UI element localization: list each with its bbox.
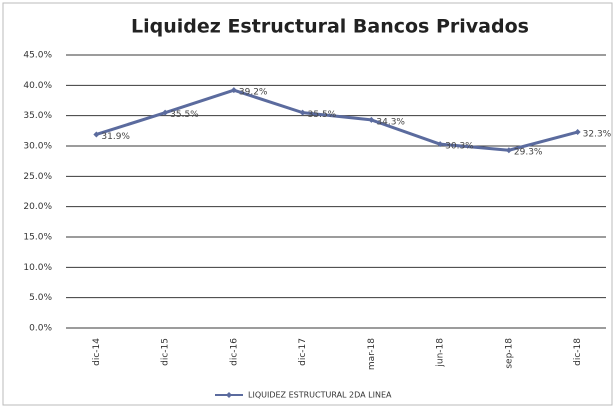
x-tick-label: dic-17 bbox=[298, 338, 308, 366]
legend-marker bbox=[226, 392, 232, 398]
point-marker bbox=[162, 109, 169, 116]
x-tick-label: sep-18 bbox=[504, 338, 514, 369]
x-tick-label: mar-18 bbox=[367, 338, 377, 370]
y-tick-label: 45.0% bbox=[23, 51, 52, 61]
data-label: 32.3% bbox=[583, 130, 612, 140]
data-label: 34.3% bbox=[376, 117, 405, 127]
y-tick-label: 30.0% bbox=[23, 142, 52, 152]
point-marker bbox=[368, 116, 375, 123]
data-label: 35.5% bbox=[170, 110, 199, 120]
series-line bbox=[95, 88, 579, 152]
point-marker bbox=[93, 131, 100, 138]
x-tick-label: dic-14 bbox=[92, 338, 102, 366]
point-marker bbox=[230, 87, 237, 94]
x-tick-label: dic-16 bbox=[229, 338, 239, 366]
chart-frame bbox=[2, 2, 613, 406]
y-tick-label: 0.0% bbox=[29, 324, 52, 334]
y-tick-label: 15.0% bbox=[23, 233, 52, 243]
x-tick-label: jun-18 bbox=[436, 338, 446, 368]
x-tick-label: dic-18 bbox=[573, 338, 583, 366]
y-tick-label: 25.0% bbox=[23, 172, 52, 182]
data-label: 39.2% bbox=[239, 88, 268, 98]
x-tick-label: dic-15 bbox=[161, 338, 171, 366]
y-tick-label: 35.0% bbox=[23, 111, 52, 121]
point-marker bbox=[299, 109, 306, 116]
point-marker bbox=[437, 141, 444, 148]
data-label: 31.9% bbox=[101, 132, 130, 142]
data-label: 30.3% bbox=[445, 142, 474, 152]
data-label: 35.5% bbox=[308, 110, 337, 120]
y-tick-label: 40.0% bbox=[23, 81, 52, 91]
chart-title: Liquidez Estructural Bancos Privados bbox=[131, 16, 529, 38]
point-marker bbox=[574, 129, 581, 136]
y-tick-label: 10.0% bbox=[23, 263, 52, 273]
y-tick-label: 20.0% bbox=[23, 202, 52, 212]
y-tick-label: 5.0% bbox=[29, 293, 52, 303]
point-marker bbox=[505, 147, 512, 154]
legend-label: LIQUIDEZ ESTRUCTURAL 2DA LINEA bbox=[248, 391, 392, 400]
data-label: 29.3% bbox=[514, 148, 543, 158]
